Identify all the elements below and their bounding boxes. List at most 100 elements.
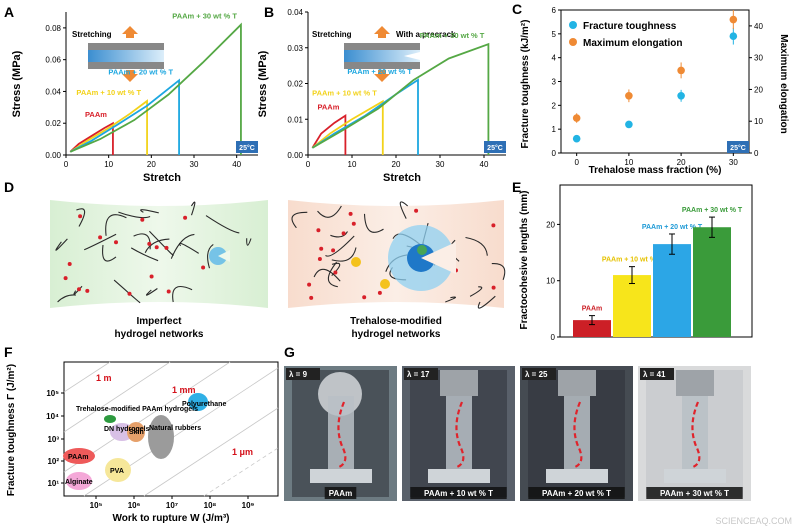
svg-text:Polyurethane: Polyurethane [182, 401, 226, 408]
panel-letter-c: C [512, 1, 522, 17]
crosslink [316, 228, 321, 233]
y-tick-label: 0.04 [45, 87, 61, 96]
x-tick-label: 30 [190, 160, 199, 169]
bars-e: PAAm PAAm + 10 wt % T PAAm + 20 wt % T PAAm… [573, 207, 743, 337]
ticks-a: 0 10 20 30 40 0.00 0.02 0.04 0.06 0.08 [45, 24, 241, 169]
y-tick-label: 0.00 [45, 151, 61, 160]
clamp-base [664, 469, 726, 483]
polymer-chain [205, 215, 240, 234]
y-tick-label: 0.03 [287, 44, 303, 53]
legend-label-toughness: Fracture toughness [583, 21, 677, 32]
crosslink [307, 282, 312, 287]
polymer-chain [313, 268, 341, 282]
inset-label-b: Stretching [312, 30, 352, 39]
crosslink [414, 208, 419, 213]
elongation-point [572, 114, 581, 122]
polymer-chain [190, 201, 196, 216]
elongation-point [729, 15, 738, 24]
svg-text:25°C: 25°C [487, 144, 503, 152]
caption-box [324, 487, 357, 499]
x-tick-label: 10⁶ [128, 501, 141, 510]
polymer-chain [130, 247, 159, 262]
ylabel-f: Fracture toughness Γ (J/m²) [6, 364, 17, 496]
polymer-chains [55, 201, 506, 309]
y-tick-label: 10 [546, 277, 555, 286]
lambda-tag [640, 368, 674, 380]
crosslink [149, 274, 154, 279]
y-tick-label: 0.08 [45, 24, 61, 33]
clamp-head [558, 370, 596, 396]
crosslink [98, 235, 103, 240]
clamp-head [676, 370, 714, 396]
legend-marker-elongation [569, 38, 577, 46]
svg-text:25°C: 25°C [239, 144, 255, 152]
polymer-chain [363, 213, 384, 233]
crosslink [114, 240, 118, 245]
caption-right-2: hydrogel networks [352, 329, 441, 340]
xlabel-a: Stretch [143, 172, 181, 184]
panel-g: G λ = 9 PAAm λ = 17 PAAm + 10 wt % T λ = 25 P… [284, 344, 751, 501]
y-tick-label: 0.02 [45, 119, 61, 128]
trehalose-molecule [380, 279, 390, 289]
series-label: PAAm + 10 wt % T [76, 88, 141, 97]
photo-caption: PAAm + 20 wt % T [542, 489, 611, 498]
material-labels: Trehalose-modified PAAm hydrogels DN hyd… [65, 401, 226, 486]
legend-label-elongation: Maximum elongation [583, 38, 682, 49]
series-label: PAAm + 30 wt % T [172, 12, 237, 21]
panel-letter-g: G [284, 344, 295, 360]
polymer-chain [445, 296, 456, 303]
ylabel-e: Fractocohesive lengths (mm) [519, 191, 530, 330]
clamp-base [546, 469, 608, 483]
crosslink [201, 265, 206, 270]
xlabel-c: Trehalose mass fraction (%) [589, 165, 722, 176]
photo-caption: PAAm + 10 wt % T [424, 489, 493, 498]
ticks-f: 10⁵ 10⁶ 10⁷ 10⁸ 10⁹ 10¹ 10² 10³ 10⁴ 10⁵ [46, 389, 254, 510]
inset-label2-b: With a precrack [396, 30, 456, 39]
bar-label: PAAm [582, 306, 602, 313]
clamp-base [428, 469, 490, 483]
crosslink [319, 246, 324, 251]
polymer-chain [145, 288, 158, 296]
gel-sample [682, 396, 708, 469]
caption-box [646, 487, 743, 499]
lambda-tag [522, 368, 556, 380]
panel-letter-d: D [4, 179, 14, 195]
elongation-point [625, 92, 633, 100]
y-tick-label: 0.01 [287, 115, 303, 124]
y-tick-label: 10³ [47, 435, 59, 444]
y-tick-label-right: 10 [754, 117, 763, 126]
polymer-chain [113, 279, 141, 304]
crosslink [154, 245, 159, 250]
polymer-chain [246, 238, 252, 246]
photo-row: λ = 9 PAAm λ = 17 PAAm + 10 wt % T λ = 25 PAA… [284, 366, 751, 501]
svg-text:Skin: Skin [129, 429, 144, 436]
series-label: PAAm + 20 wt % T [108, 67, 173, 76]
badge-c: 25°C [727, 141, 749, 153]
bar [613, 275, 651, 337]
crosslink [309, 295, 314, 300]
polymer-chain [469, 286, 483, 297]
bar-label: PAAm + 10 wt % T [602, 257, 663, 264]
gel-sample [564, 396, 590, 469]
crosslink [341, 231, 346, 236]
panel-f: F 1 m 1 mm 1 μm Trehalose-modified PAAm … [4, 344, 279, 524]
y-tick-label: 10⁵ [46, 389, 59, 398]
elongation-point [677, 66, 685, 75]
crosslink [491, 223, 496, 228]
clamp-head [440, 370, 478, 396]
panel-d: D Imperfect hydrogel networks Trehalose-… [4, 179, 506, 340]
crosslink [77, 287, 81, 292]
series-c [572, 10, 738, 143]
ylabel-right-c: Maximum elongation [778, 34, 789, 133]
y-tick-label: 0 [552, 149, 557, 158]
polymer-chain [325, 235, 355, 257]
x-tick-label: 10 [348, 160, 357, 169]
polymer-chain [291, 211, 308, 229]
crosslink [63, 276, 68, 281]
polymer-chain [317, 205, 342, 218]
series-line [69, 78, 180, 155]
x-tick-label: 20 [147, 160, 156, 169]
x-tick-label: 10 [104, 160, 113, 169]
crack-tip-small [209, 247, 230, 265]
